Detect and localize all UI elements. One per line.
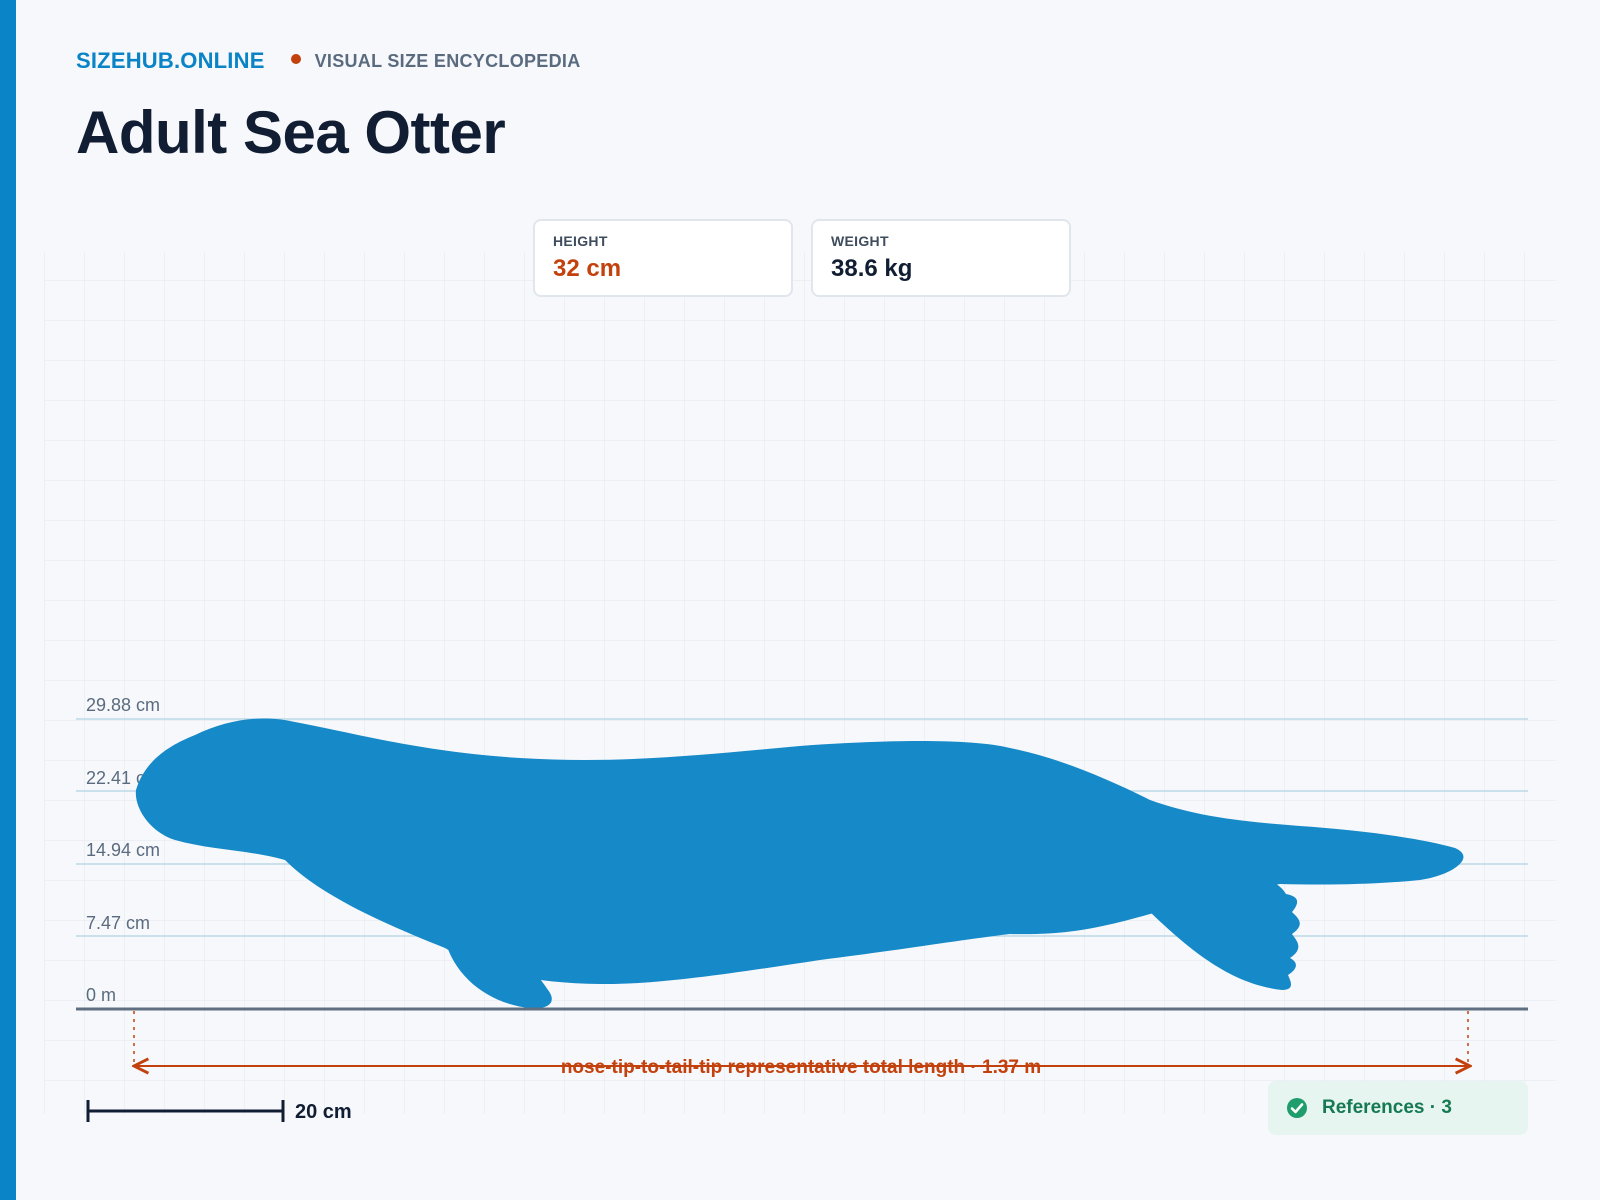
weight-value: 38.6 kg [831, 255, 913, 282]
otter-body [135, 718, 1464, 985]
height-value: 32 cm [553, 255, 622, 282]
references-badge[interactable]: References · 3 [1268, 1081, 1528, 1135]
accent-bar [0, 0, 16, 1200]
tick-label-14-94: 14.94 cm [86, 840, 160, 860]
otter-front-flipper [445, 940, 552, 1009]
site-brand[interactable]: SIZEHUB.ONLINE [76, 48, 265, 73]
page-title: Adult Sea Otter [76, 99, 506, 166]
site-tagline: VISUAL SIZE ENCYCLOPEDIA [314, 50, 581, 71]
tick-label-7-47: 7.47 cm [86, 913, 150, 933]
otter-hind-flipper [1150, 880, 1300, 990]
tick-label-0: 0 m [86, 985, 116, 1005]
height-label: HEIGHT [553, 233, 608, 249]
separator-dot-icon [290, 54, 301, 64]
weight-card: WEIGHT 38.6 kg [811, 219, 1071, 297]
scale-bar-label: 20 cm [295, 1101, 352, 1123]
references-label: References · 3 [1322, 1097, 1452, 1118]
sea-otter-silhouette [135, 718, 1464, 1009]
brand-row: SIZEHUB.ONLINE VISUAL SIZE ENCYCLOPEDIA [76, 48, 581, 74]
background-grid [44, 252, 1556, 1114]
length-label: nose-tip-to-tail-tip representative tota… [561, 1057, 1041, 1078]
weight-label: WEIGHT [831, 233, 889, 249]
check-circle-icon [1287, 1098, 1307, 1118]
height-card: HEIGHT 32 cm [533, 219, 793, 297]
tick-label-29-88: 29.88 cm [86, 695, 160, 715]
scale-bar: 20 cm [86, 1100, 352, 1123]
